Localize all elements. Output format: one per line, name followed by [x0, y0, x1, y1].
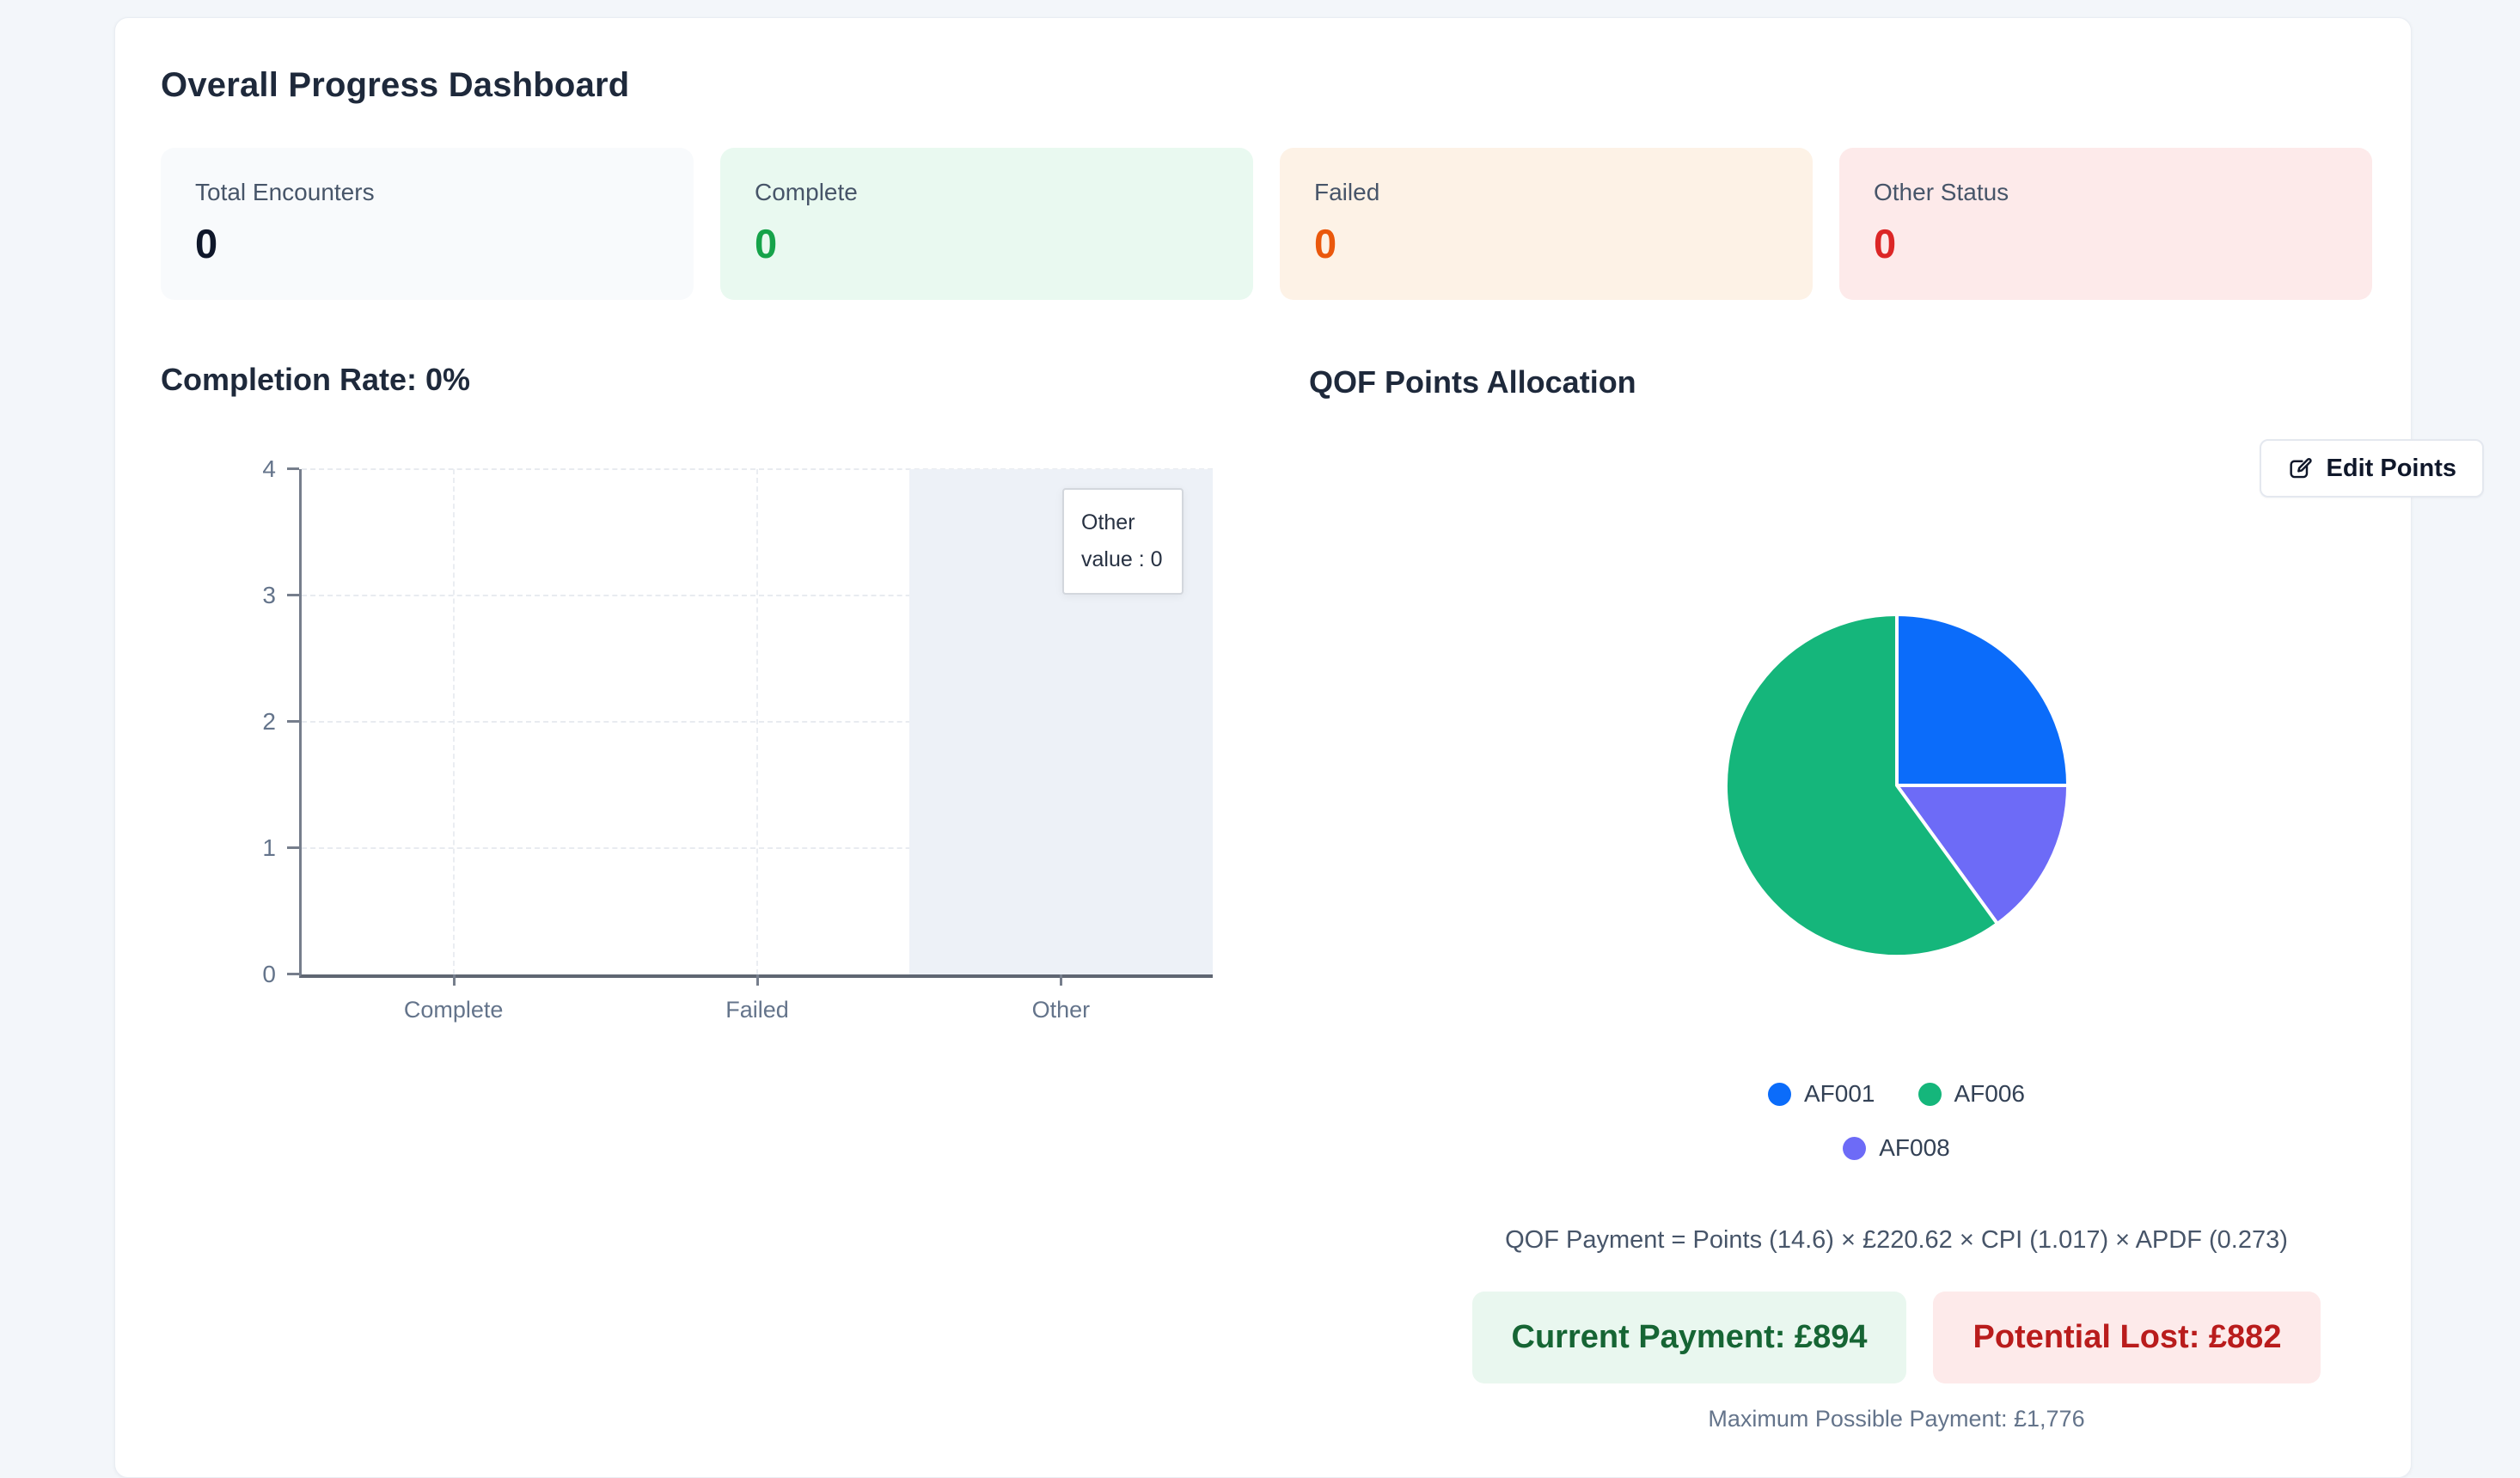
y-axis-tick-label: 1 — [262, 834, 276, 861]
qof-formula-text: QOF Payment = Points (14.6) × £220.62 × … — [1505, 1226, 2288, 1254]
y-axis-tick — [287, 467, 299, 470]
qof-heading: QOF Points Allocation — [1309, 364, 1636, 400]
edit-points-label: Edit Points — [2326, 454, 2456, 482]
qof-pie-chart[interactable] — [1719, 608, 2075, 963]
dashboard-card: Overall Progress Dashboard Total Encount… — [114, 17, 2484, 1478]
y-axis-tick — [287, 594, 299, 596]
stat-label: Complete — [755, 179, 858, 205]
legend-row: AF001 AF006 — [1768, 1080, 2025, 1108]
edit-points-button[interactable]: Edit Points — [2259, 439, 2484, 498]
legend-item-af006[interactable]: AF006 — [1918, 1080, 2026, 1108]
tooltip-value: value : 0 — [1081, 547, 1163, 571]
completion-rate-heading: Completion Rate: 0% — [161, 362, 471, 397]
stat-card-complete: Complete 0 — [720, 148, 1253, 300]
stat-label: Other Status — [1874, 179, 2009, 205]
stat-value: 0 — [195, 221, 218, 266]
x-axis-category-label: Other — [1031, 997, 1091, 1023]
completion-bar-chart[interactable]: Other value : 0 0 1 2 3 4 Complete Failed Other — [262, 457, 1213, 1023]
y-axis-tick-label: 4 — [262, 455, 276, 482]
legend-label: AF001 — [1804, 1080, 1875, 1107]
x-axis-tick — [756, 974, 759, 986]
max-payment-text: Maximum Possible Payment: £1,776 — [1708, 1406, 2085, 1432]
pie-slice-af001[interactable] — [1894, 612, 2070, 787]
y-axis-tick-label: 2 — [262, 708, 276, 735]
page-title: Overall Progress Dashboard — [161, 66, 630, 104]
legend-color-dot — [1843, 1136, 1867, 1160]
tooltip-category: Other — [1081, 510, 1135, 534]
stat-card-failed: Failed 0 — [1280, 148, 1813, 300]
payments-row: Current Payment: £894 Potential Lost: £8… — [1309, 1292, 2484, 1383]
stat-value: 0 — [1874, 221, 1897, 266]
stat-card-other-status: Other Status 0 — [1839, 148, 2372, 300]
x-axis-category-label: Failed — [725, 997, 789, 1023]
stat-label: Failed — [1314, 179, 1380, 205]
y-axis-tick — [287, 973, 299, 975]
stat-value: 0 — [755, 221, 778, 266]
legend-item-af008[interactable]: AF008 — [1843, 1134, 1950, 1162]
pie-legend: AF001 AF006 AF008 — [1309, 1080, 2484, 1162]
pie-slice-af008[interactable] — [1894, 784, 2070, 926]
y-axis-tick — [287, 846, 299, 849]
legend-item-af001[interactable]: AF001 — [1768, 1080, 1875, 1108]
x-axis-tick — [452, 974, 456, 986]
x-axis-tick — [1060, 974, 1063, 986]
chart-tooltip: Other value : 0 — [1062, 488, 1184, 595]
x-gridline — [756, 469, 758, 974]
y-axis-tick-label: 0 — [262, 961, 276, 987]
legend-color-dot — [1918, 1082, 1942, 1106]
stat-card-total-encounters: Total Encounters 0 — [161, 148, 694, 300]
edit-pencil-square-icon — [2287, 455, 2314, 482]
y-axis-tick-label: 3 — [262, 582, 276, 608]
legend-color-dot — [1768, 1082, 1791, 1106]
potential-lost-badge: Potential Lost: £882 — [1933, 1292, 2321, 1383]
x-axis-category-label: Complete — [403, 997, 504, 1023]
legend-row: AF008 — [1843, 1134, 1950, 1162]
current-payment-badge: Current Payment: £894 — [1471, 1292, 1907, 1383]
qof-section: QOF Points Allocation Edit Points AF001 A… — [1309, 364, 2484, 1443]
stat-value: 0 — [1314, 221, 1337, 266]
x-gridline — [452, 469, 455, 974]
stat-cards-row: Total Encounters 0 Complete 0 Failed 0 O… — [161, 148, 2372, 300]
pie-slice-af006[interactable] — [1723, 612, 1999, 958]
y-axis-tick — [287, 720, 299, 723]
legend-label: AF008 — [1879, 1134, 1950, 1161]
stat-label: Total Encounters — [195, 179, 375, 205]
legend-label: AF006 — [1954, 1080, 2026, 1107]
